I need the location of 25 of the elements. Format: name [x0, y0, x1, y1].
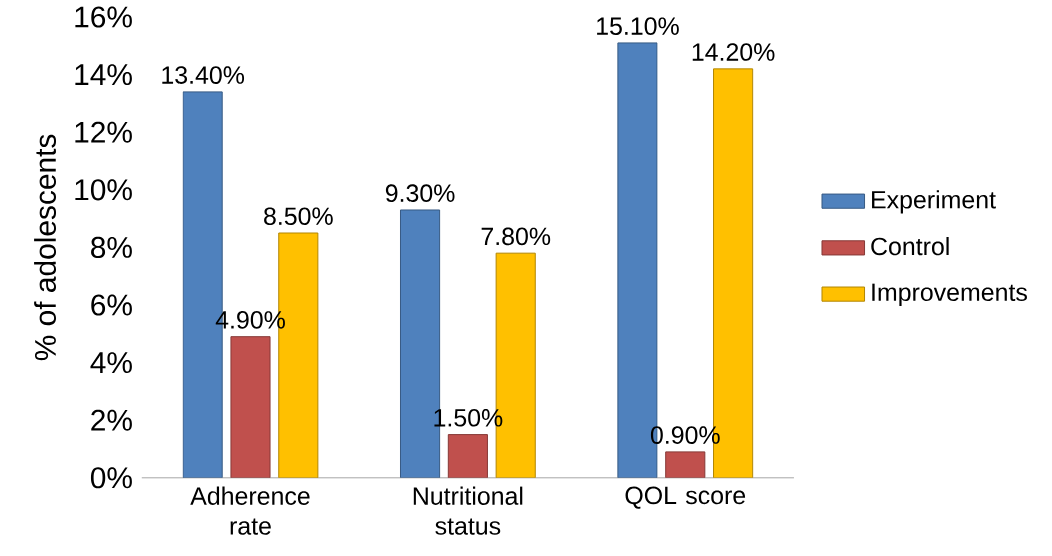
y-tick-label: 6% [91, 294, 132, 316]
data-label: 8.50% [264, 207, 333, 226]
legend-label: Experiment [872, 190, 996, 214]
y-tick-label: 14% [75, 64, 132, 86]
y-tick-label: 2% [91, 409, 132, 431]
x-tick-label: QOL score [625, 486, 746, 509]
legend-label: Control [871, 237, 949, 256]
bar [665, 451, 706, 478]
y-tick-label: 0% [90, 467, 132, 489]
y-tick-label: 4% [90, 352, 132, 374]
y-tick-label: 10% [75, 179, 132, 201]
data-label: 15.10% [597, 17, 679, 36]
data-label: 9.30% [385, 184, 455, 203]
y-tick-label: 16% [75, 6, 132, 28]
data-label: 14.20% [692, 43, 775, 61]
x-tick-label: Adherence rate [190, 486, 310, 535]
y-axis-title: % of adolescents [34, 134, 57, 361]
data-label: 7.80% [481, 227, 551, 246]
legend-label: Improvements [872, 283, 1027, 307]
x-tick-label: Nutritional status [413, 486, 523, 535]
y-tick-label: 8% [91, 236, 132, 259]
data-label: 13.40% [162, 66, 245, 85]
bar [447, 434, 488, 478]
bar [230, 336, 271, 478]
y-tick-label: 12% [75, 121, 132, 143]
